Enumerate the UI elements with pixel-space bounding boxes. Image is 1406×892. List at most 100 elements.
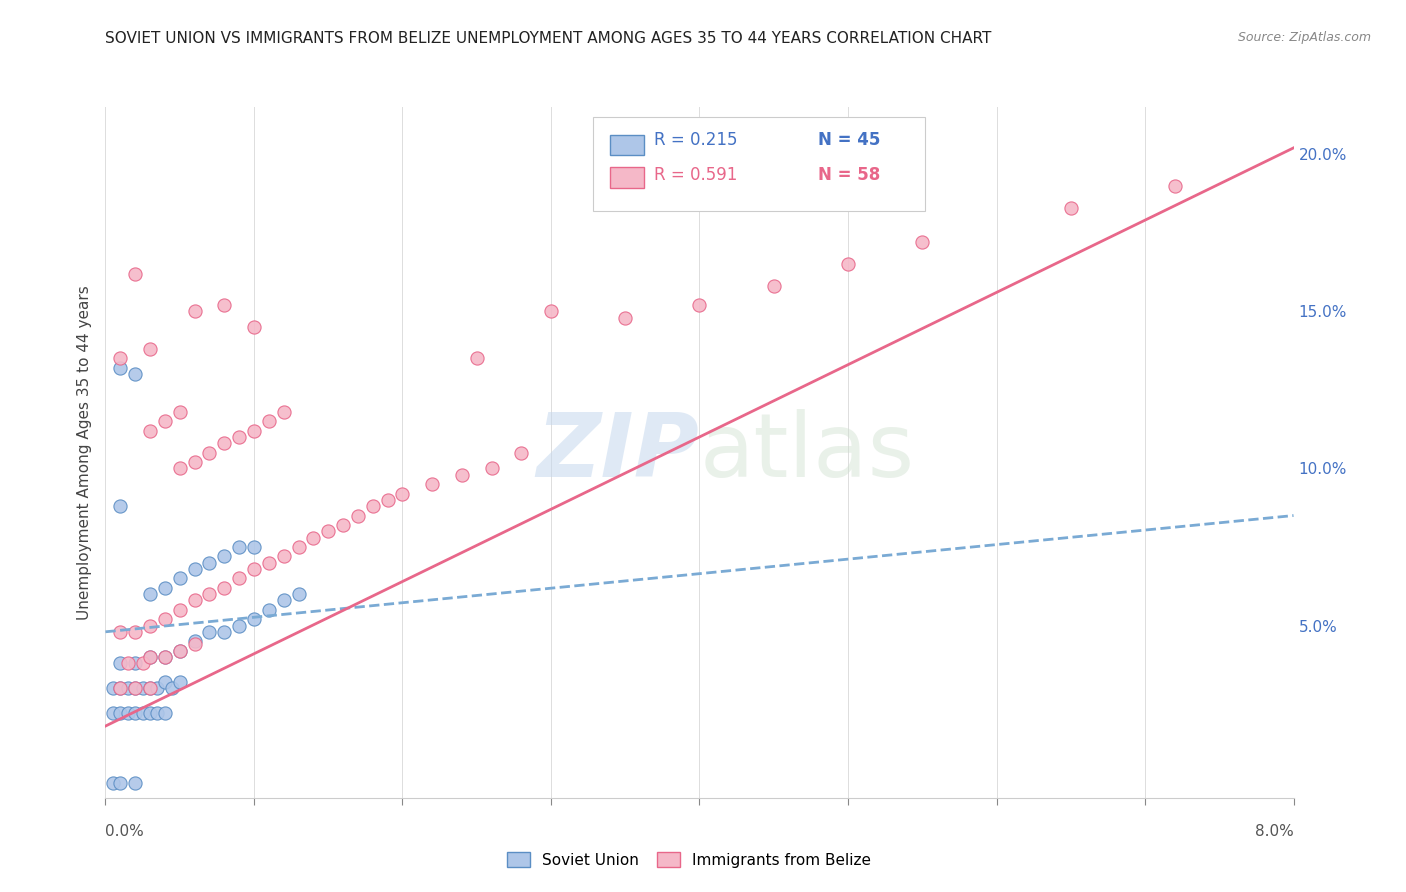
Point xyxy=(153,649,176,664)
Point xyxy=(146,681,169,696)
Point xyxy=(257,603,280,617)
Point xyxy=(762,279,785,293)
Point xyxy=(481,461,503,475)
Point xyxy=(131,681,153,696)
Point xyxy=(316,524,339,539)
Point xyxy=(110,681,132,696)
Point xyxy=(183,593,205,607)
Point xyxy=(169,643,191,657)
Point xyxy=(911,235,934,249)
Point xyxy=(169,603,191,617)
Point xyxy=(214,624,236,639)
Point xyxy=(450,467,472,482)
Point xyxy=(183,634,205,648)
Point xyxy=(183,637,205,651)
Point xyxy=(361,499,384,513)
Point xyxy=(332,518,354,533)
Point xyxy=(110,624,132,639)
Point xyxy=(243,424,266,438)
Point xyxy=(110,681,132,696)
Point xyxy=(273,593,295,607)
Point xyxy=(139,706,162,721)
Point xyxy=(139,681,162,696)
Point xyxy=(228,571,250,585)
Point xyxy=(183,562,205,576)
Point xyxy=(146,706,169,721)
Point xyxy=(110,775,132,789)
Point xyxy=(198,624,221,639)
Point xyxy=(139,424,162,438)
Point xyxy=(117,706,139,721)
Point xyxy=(110,351,132,366)
Point xyxy=(257,556,280,570)
Point xyxy=(124,657,146,671)
Point xyxy=(139,342,162,356)
Point xyxy=(139,649,162,664)
Point xyxy=(101,775,124,789)
Point xyxy=(228,618,250,632)
Point xyxy=(124,706,146,721)
Text: ZIP: ZIP xyxy=(537,409,700,496)
Text: atlas: atlas xyxy=(700,409,915,496)
Point xyxy=(139,649,162,664)
Point xyxy=(153,706,176,721)
Point xyxy=(465,351,488,366)
Point xyxy=(101,681,124,696)
Point xyxy=(183,455,205,469)
Point xyxy=(153,612,176,626)
Point xyxy=(110,499,132,513)
Point xyxy=(169,461,191,475)
Point xyxy=(510,445,533,460)
Text: R = 0.591: R = 0.591 xyxy=(654,166,738,184)
Point xyxy=(169,571,191,585)
Point xyxy=(391,486,413,500)
Point xyxy=(139,681,162,696)
Point xyxy=(243,540,266,554)
Point xyxy=(153,675,176,690)
Point xyxy=(124,367,146,381)
Point xyxy=(243,612,266,626)
Point xyxy=(169,675,191,690)
Point xyxy=(287,587,309,601)
Point xyxy=(273,405,295,419)
Point xyxy=(124,681,146,696)
Point xyxy=(198,587,221,601)
Point xyxy=(117,657,139,671)
Point xyxy=(153,414,176,428)
Point xyxy=(420,477,443,491)
FancyBboxPatch shape xyxy=(592,118,925,211)
Point xyxy=(257,414,280,428)
Point xyxy=(139,618,162,632)
Point xyxy=(214,549,236,564)
Point xyxy=(139,587,162,601)
Point xyxy=(198,445,221,460)
Point xyxy=(124,775,146,789)
Point xyxy=(273,549,295,564)
Point xyxy=(347,508,370,523)
Point xyxy=(131,657,153,671)
Point xyxy=(228,540,250,554)
Point xyxy=(153,649,176,664)
Point xyxy=(162,681,184,696)
Point xyxy=(377,492,399,507)
Text: N = 58: N = 58 xyxy=(818,166,880,184)
Point xyxy=(214,298,236,312)
Text: SOVIET UNION VS IMMIGRANTS FROM BELIZE UNEMPLOYMENT AMONG AGES 35 TO 44 YEARS CO: SOVIET UNION VS IMMIGRANTS FROM BELIZE U… xyxy=(105,31,991,46)
Point xyxy=(153,581,176,595)
Point xyxy=(1060,201,1083,215)
Point xyxy=(101,706,124,721)
FancyBboxPatch shape xyxy=(610,135,644,155)
Point xyxy=(169,643,191,657)
Point xyxy=(302,531,325,545)
Y-axis label: Unemployment Among Ages 35 to 44 years: Unemployment Among Ages 35 to 44 years xyxy=(76,285,91,620)
Text: Source: ZipAtlas.com: Source: ZipAtlas.com xyxy=(1237,31,1371,45)
Text: 0.0%: 0.0% xyxy=(105,824,145,838)
Point xyxy=(110,706,132,721)
Point xyxy=(837,257,859,271)
Point xyxy=(124,681,146,696)
Point xyxy=(198,556,221,570)
Text: N = 45: N = 45 xyxy=(818,131,880,149)
Point xyxy=(169,405,191,419)
Point xyxy=(131,706,153,721)
Legend: Soviet Union, Immigrants from Belize: Soviet Union, Immigrants from Belize xyxy=(501,846,877,873)
